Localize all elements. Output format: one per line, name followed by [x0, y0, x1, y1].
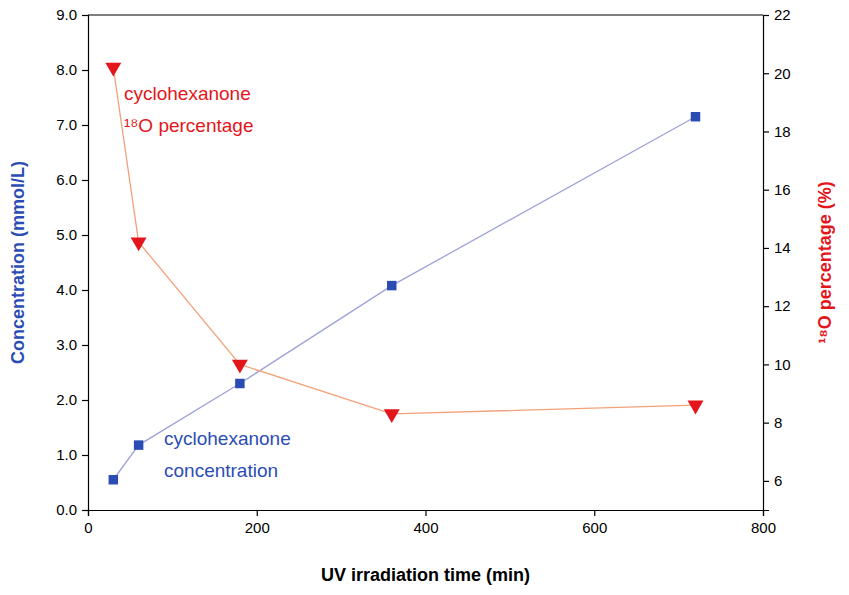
- tick-mark: [763, 131, 769, 132]
- tick: 0.0: [56, 501, 88, 518]
- tick-label: 22: [774, 6, 791, 23]
- tick: 6.0: [56, 171, 88, 188]
- tick: 12: [763, 297, 791, 314]
- tick: 400: [413, 510, 438, 536]
- tick-label: 10: [774, 356, 791, 373]
- marker: [387, 281, 396, 290]
- tick: 5.0: [56, 226, 88, 243]
- marker: [109, 475, 118, 484]
- tick: 1.0: [56, 446, 88, 463]
- tick-label: 800: [751, 519, 776, 536]
- tick: 16: [763, 181, 791, 198]
- x-axis-title: UV irradiation time (min): [321, 565, 530, 585]
- tick-label: 12: [774, 297, 791, 314]
- annotation: concentration: [164, 460, 278, 481]
- series-line: [113, 117, 695, 480]
- y-axis-title: Concentration (mmol/L): [8, 161, 28, 364]
- tick-label: 5.0: [56, 226, 77, 243]
- tick-mark: [82, 70, 88, 71]
- annotation: cyclohexanone: [164, 428, 291, 449]
- tick: 6: [763, 472, 782, 489]
- annotation: ¹⁸O percentage: [124, 115, 253, 136]
- tick: 22: [763, 6, 791, 23]
- tick-label: 0: [84, 519, 92, 536]
- tick-mark: [763, 364, 769, 365]
- marker: [384, 409, 400, 423]
- tick-mark: [763, 73, 769, 74]
- axis-line: [89, 511, 764, 517]
- tick-mark: [82, 180, 88, 181]
- chart: 0 200 400 600 800 0.0 1.0 2.0 3.0 4.0 5.0 6.0 7.0 8.0…: [0, 0, 849, 595]
- tick-mark: [425, 510, 426, 516]
- tick: 20: [763, 65, 791, 82]
- y2-axis: 6 8 10 12 14 16 18 20 22: [763, 6, 791, 510]
- tick: 10: [763, 356, 791, 373]
- tick-label: 0.0: [56, 501, 77, 518]
- tick-mark: [82, 345, 88, 346]
- tick: 8: [763, 414, 782, 431]
- marker: [688, 401, 704, 415]
- tick-label: 2.0: [56, 391, 77, 408]
- tick: 2.0: [56, 391, 88, 408]
- annotation: cyclohexanone: [124, 83, 251, 104]
- tick-label: 20: [774, 65, 791, 82]
- tick-label: 6.0: [56, 171, 77, 188]
- tick: 9.0: [56, 6, 88, 23]
- marker: [134, 440, 143, 449]
- marker: [131, 238, 147, 252]
- tick-mark: [82, 510, 88, 511]
- tick-label: 9.0: [56, 6, 77, 23]
- tick-mark: [257, 510, 258, 516]
- tick-mark: [82, 400, 88, 401]
- tick-label: 600: [582, 519, 607, 536]
- tick-label: 8: [774, 414, 782, 431]
- tick: 0: [84, 510, 92, 536]
- tick-label: 3.0: [56, 336, 77, 353]
- series-line: [113, 67, 695, 414]
- tick: 3.0: [56, 336, 88, 353]
- plot: 0 200 400 600 800 0.0 1.0 2.0 3.0 4.0 5.0 6.0 7.0 8.0…: [56, 6, 791, 535]
- tick-label: 200: [245, 519, 270, 536]
- tick: 14: [763, 239, 791, 256]
- marker: [691, 112, 700, 121]
- tick: 200: [245, 510, 270, 536]
- tick-label: 6: [774, 472, 782, 489]
- tick-mark: [763, 306, 769, 307]
- marker: [235, 379, 244, 388]
- tick: 7.0: [56, 116, 88, 133]
- tick-label: 400: [413, 519, 438, 536]
- y-axis: 0.0 1.0 2.0 3.0 4.0 5.0 6.0 7.0 8.0 9.0: [56, 6, 88, 518]
- tick-label: 18: [774, 123, 791, 140]
- axis-line: [764, 16, 770, 511]
- marker: [105, 63, 121, 77]
- tick: 4.0: [56, 281, 88, 298]
- tick-label: 1.0: [56, 446, 77, 463]
- tick-label: 16: [774, 181, 791, 198]
- tick-mark: [82, 235, 88, 236]
- x-axis: 0 200 400 600 800: [84, 510, 776, 536]
- tick-mark: [82, 455, 88, 456]
- tick-mark: [763, 15, 769, 16]
- tick-mark: [82, 290, 88, 291]
- tick-mark: [82, 15, 88, 16]
- tick: 18: [763, 123, 791, 140]
- y2-axis-title: ¹⁸O percentage (%): [815, 181, 835, 344]
- tick-mark: [82, 125, 88, 126]
- tick: 8.0: [56, 61, 88, 78]
- marker: [232, 360, 248, 374]
- tick-mark: [763, 423, 769, 424]
- tick-label: 4.0: [56, 281, 77, 298]
- tick: 600: [582, 510, 607, 536]
- tick-label: 8.0: [56, 61, 77, 78]
- tick: 800: [751, 510, 776, 536]
- tick-mark: [763, 481, 769, 482]
- frame: [88, 14, 763, 15]
- data-layer: [105, 63, 703, 485]
- axis-line: [82, 16, 89, 511]
- tick-mark: [763, 190, 769, 191]
- tick-mark: [594, 510, 595, 516]
- tick-label: 14: [774, 239, 791, 256]
- tick-label: 7.0: [56, 116, 77, 133]
- tick-mark: [763, 248, 769, 249]
